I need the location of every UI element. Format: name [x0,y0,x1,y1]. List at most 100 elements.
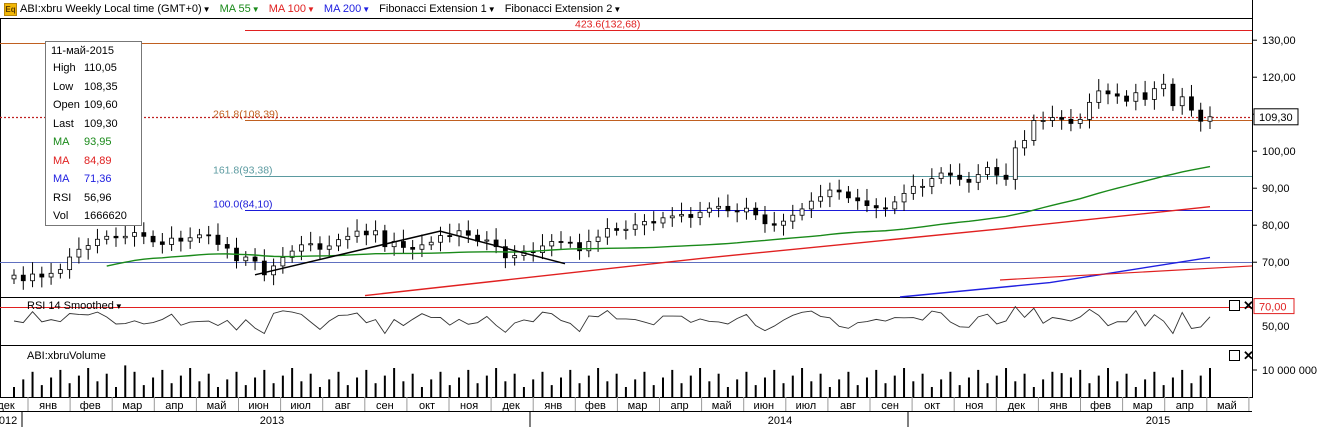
ma200-menu[interactable]: MA 200 ▼ [320,1,375,17]
info-key: MA [53,154,70,167]
price-tick-label: 120,00 [1262,72,1296,84]
chevron-down-icon: ▼ [307,4,315,14]
info-date: 11-май-2015 [51,45,115,57]
candle-body [187,237,193,242]
month-label: фев [585,400,606,412]
candle-body [892,201,898,210]
candle-body [1049,117,1055,121]
candle-body [95,238,100,246]
chevron-down-icon: ▼ [251,4,260,14]
candle-body [994,167,1000,176]
month-label: дек [503,400,521,412]
info-row: High 110,05 [53,59,139,77]
candle-body [1012,147,1018,180]
year-label: 2012 [0,415,17,427]
fib2-menu[interactable]: Fibonacci Extension 2 ▼ [501,1,627,17]
price-tick-label: 70,00 [1262,257,1290,269]
candle-body [1198,109,1204,122]
candle-body [419,244,425,250]
rsi-title: RSI 14 Smoothed [27,300,114,312]
candle-body [855,197,861,202]
symbol-menu[interactable]: Eq ABI:xbru Weekly Local time (GMT+0) ▼ [0,1,216,17]
rsi-pane-title[interactable]: RSI 14 Smoothed ▼ [27,300,123,312]
candle-body [818,196,824,202]
info-key: MA [53,136,70,148]
price-tick-label: 90,00 [1262,183,1290,195]
candle-body [910,185,916,194]
volume-pane-title: ABI:xbruVolume [27,350,106,362]
candle-body [966,178,972,183]
month-label: июл [290,400,311,412]
candle-body [76,248,82,258]
month-label: мар [1133,400,1153,412]
info-value: 1666620 [84,210,127,222]
volume-maximize-icon[interactable] [1229,350,1240,361]
candle-body [985,167,990,175]
info-value: 71,36 [84,173,112,185]
month-label: фев [80,400,101,412]
chevron-down-icon: ▼ [362,4,371,14]
month-label: мар [628,400,648,412]
candle-body [132,232,137,237]
month-label: окт [419,400,435,412]
candle-body [428,241,434,246]
info-key: Low [53,80,74,93]
info-row: RSI 56,96 [53,189,139,207]
month-label: сен [376,400,394,412]
candle-body [697,211,703,218]
candle-body [957,174,963,180]
candle-body [48,272,54,278]
data-window: 11-май-2015 High 110,05 Low 108,35 Open 109,6… [45,41,142,226]
price-tick-label: 80,00 [1262,220,1290,232]
volume-close-icon[interactable]: ✕ [1243,348,1254,363]
candle-body [104,235,110,240]
candle-body [1077,118,1083,124]
ma55-menu[interactable]: MA 55 ▼ [216,1,265,17]
rsi-maximize-icon[interactable] [1229,300,1240,311]
candle-body [948,172,953,176]
candle-body [1059,117,1065,120]
candle-body [224,244,230,249]
info-key: MA [53,173,70,185]
ma100-line [364,206,1211,297]
candle-body [1124,95,1129,102]
candle-body [178,237,184,242]
candle-body [651,221,657,224]
candle-body [1096,90,1102,103]
fib1-menu[interactable]: Fibonacci Extension 1 ▼ [375,1,501,17]
candle-body [577,242,582,252]
month-label: апр [165,400,183,412]
month-label: май [207,400,227,412]
candle-body [345,235,351,241]
candle-body [410,247,416,250]
candle-body [206,234,212,237]
info-key: Open [53,99,80,111]
rsi-level-label: 70,00 [1259,302,1287,314]
candle-body [85,245,91,250]
ma100-menu[interactable]: MA 100 ▼ [265,1,320,17]
info-row: Vol 1666620 [53,207,139,225]
candle-body [299,244,304,252]
month-label: авг [335,400,351,412]
candle-body [1142,92,1148,100]
price-tick-label: 130,00 [1262,35,1296,47]
candle-body [373,230,378,236]
candle-body [30,273,35,282]
candle-body [122,235,128,239]
candle-body [660,217,666,224]
candle-body [883,207,888,210]
rsi-tick-label: 50,00 [1262,321,1290,333]
candle-body [929,178,935,187]
candle-body [540,245,545,253]
candle-body [57,269,63,274]
candle-body [465,230,471,236]
candle-body [261,260,267,276]
rsi-close-icon[interactable]: ✕ [1243,298,1254,313]
info-value: 108,35 [84,80,118,93]
fib1-label: Fibonacci Extension 1 [379,3,487,15]
candle-body [1133,92,1139,102]
candle-body [150,235,156,243]
info-value: 93,95 [84,136,112,148]
